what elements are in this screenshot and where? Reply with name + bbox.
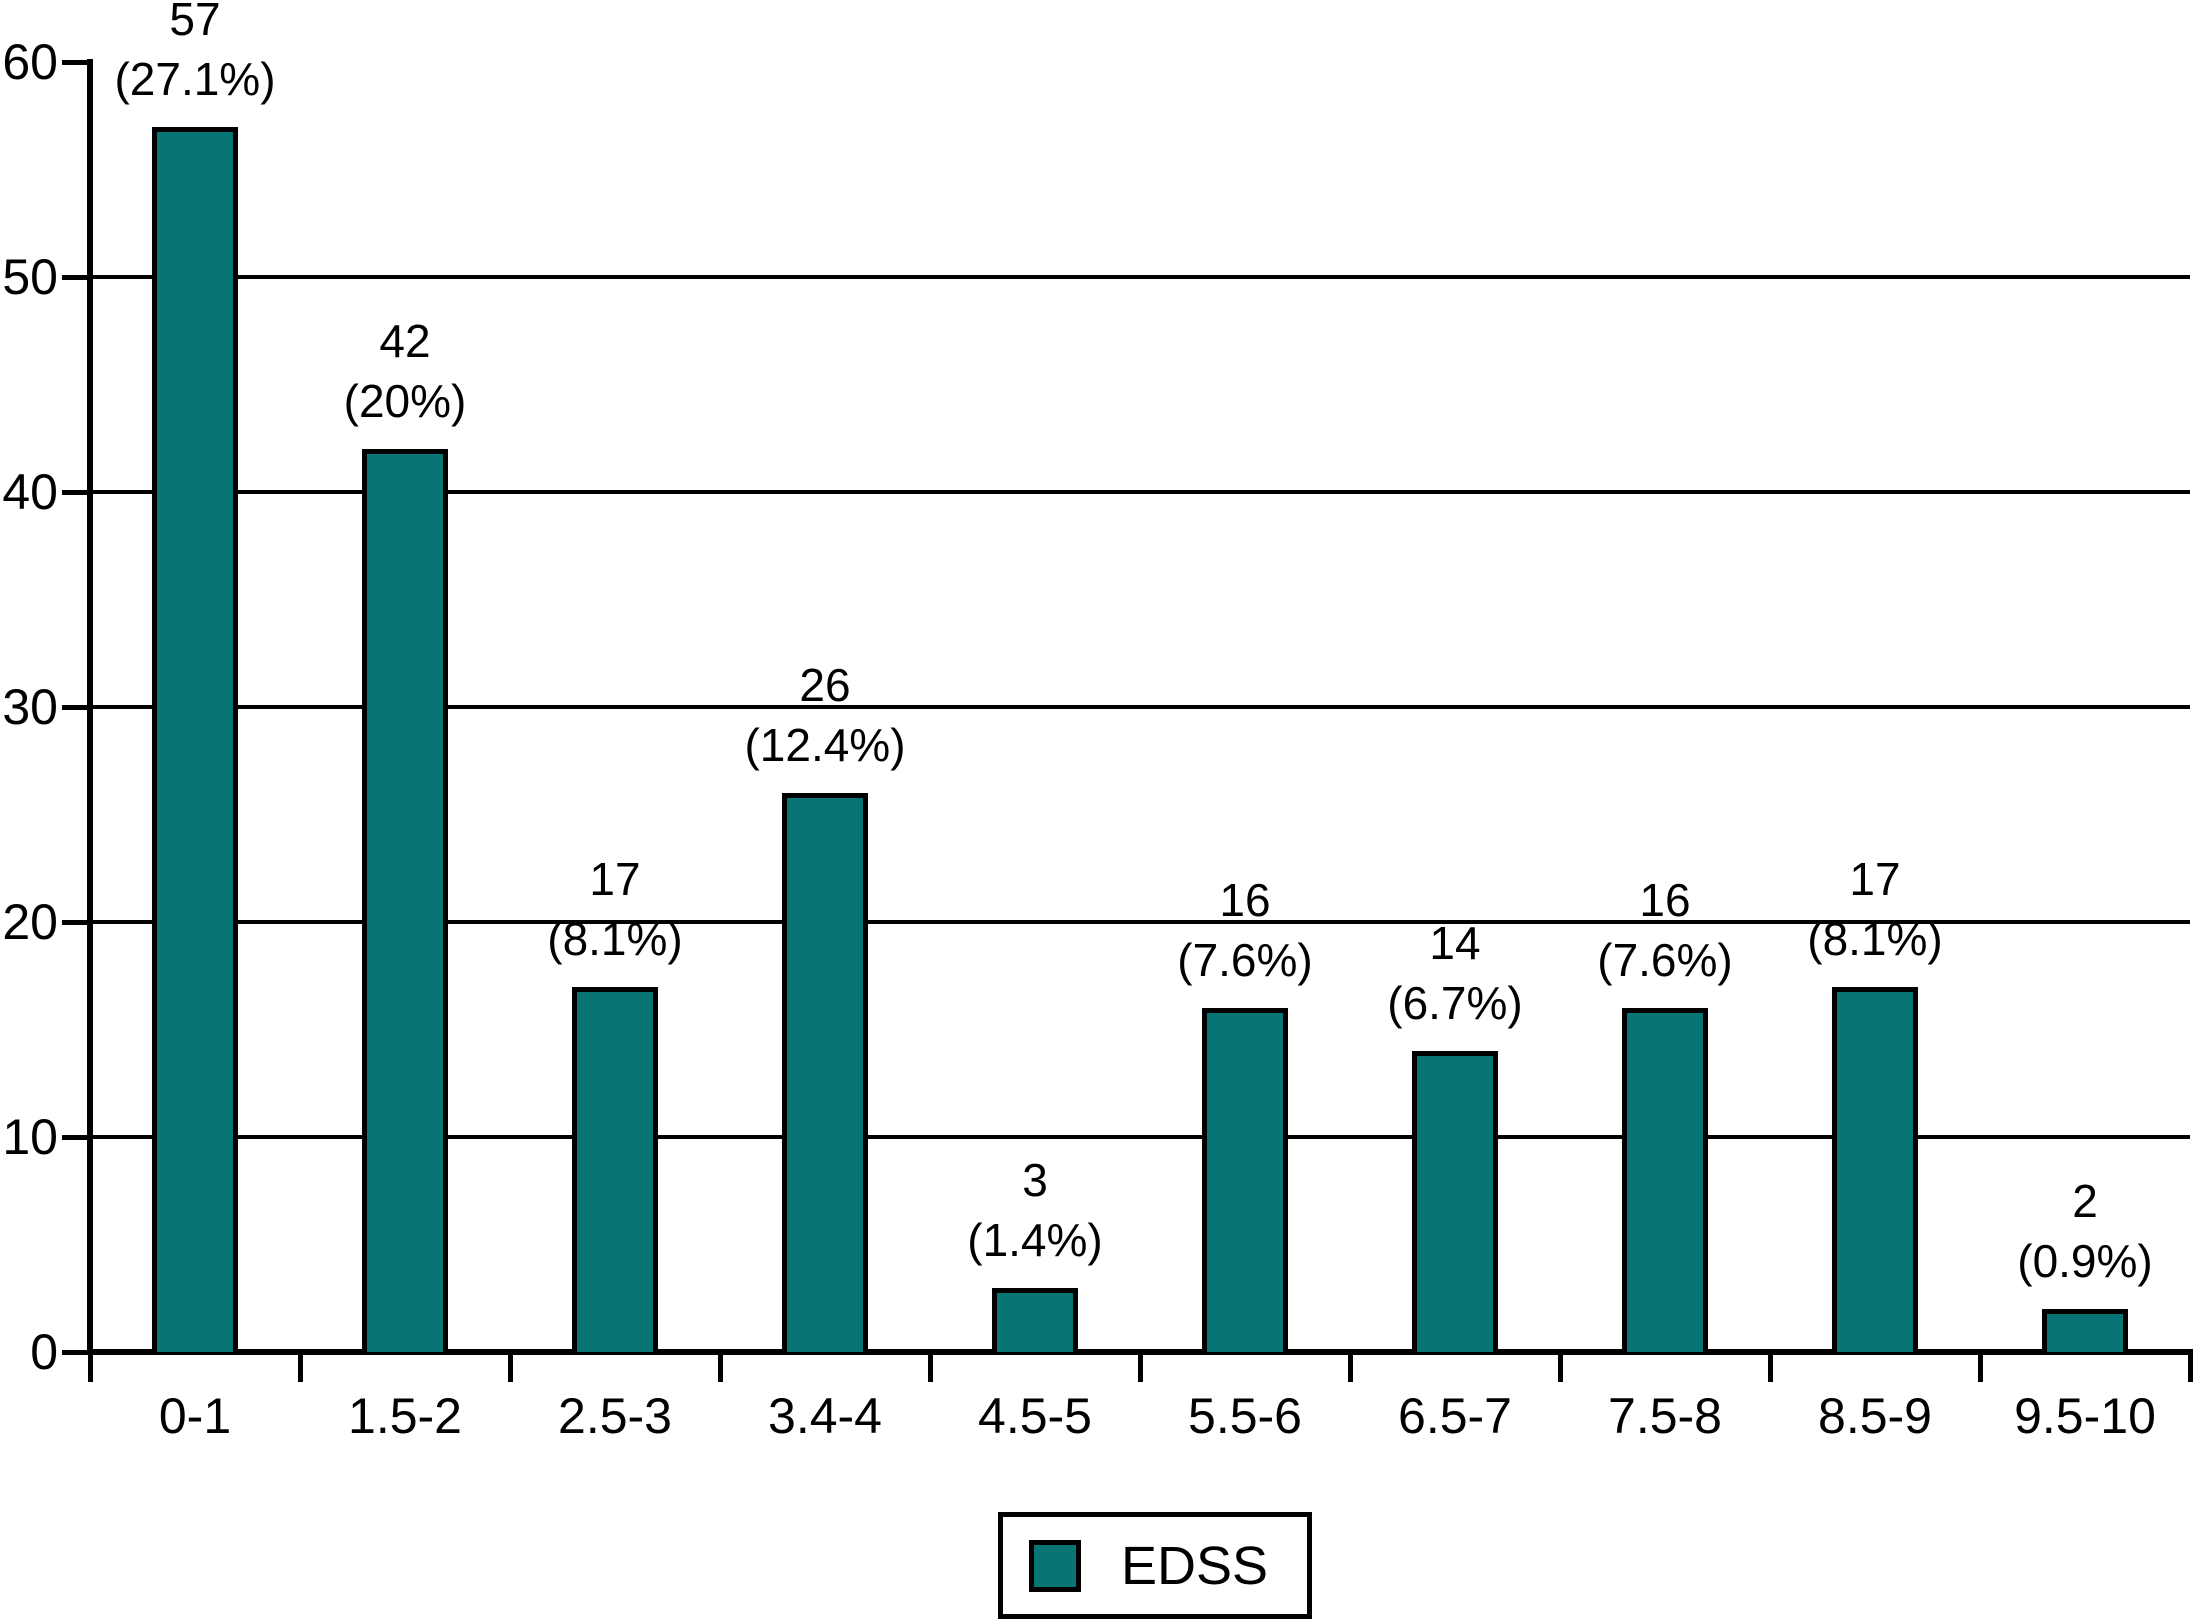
gridline-10 xyxy=(90,1135,2190,1139)
y-tick-30 xyxy=(62,704,90,710)
x-tick-10 xyxy=(2187,1352,2193,1382)
x-category-label-8.5-9: 8.5-9 xyxy=(1818,1388,1932,1444)
y-tick-50 xyxy=(62,274,90,280)
x-tick-7 xyxy=(1557,1352,1563,1382)
bar-percent-label: (27.1%) xyxy=(114,52,276,105)
y-tick-label-10: 10 xyxy=(2,1109,58,1165)
y-tick-label-0: 0 xyxy=(30,1324,58,1380)
x-tick-2 xyxy=(507,1352,513,1382)
bar-0-1 xyxy=(152,126,238,1352)
x-category-label-5.5-6: 5.5-6 xyxy=(1188,1388,1302,1444)
legend-swatch-edss xyxy=(1029,1539,1081,1592)
bar-count-label: 17 xyxy=(1849,852,1901,905)
y-tick-60 xyxy=(62,59,90,65)
bar-1.5-2 xyxy=(362,449,448,1352)
bar-5.5-6 xyxy=(1202,1008,1288,1352)
bar-percent-label: (6.7%) xyxy=(1387,977,1523,1029)
gridline-20 xyxy=(90,920,2190,924)
x-category-label-3.4-4: 3.4-4 xyxy=(768,1388,882,1444)
bar-label-6.5-7: 14 (6.7%) xyxy=(1295,913,1615,1033)
y-tick-label-50: 50 xyxy=(2,249,58,305)
bar-count-label: 14 xyxy=(1429,917,1481,969)
x-category-label-0-1: 0-1 xyxy=(158,1388,232,1444)
bar-count-label: 17 xyxy=(589,852,641,905)
bar-percent-label: (8.1%) xyxy=(1807,912,1943,965)
x-tick-4 xyxy=(927,1352,933,1382)
x-tick-8 xyxy=(1767,1352,1773,1382)
gridline-30 xyxy=(90,705,2190,709)
bar-count-label: 42 xyxy=(379,315,431,367)
y-tick-label-40: 40 xyxy=(2,464,58,520)
bar-percent-label: (0.9%) xyxy=(2017,1235,2153,1287)
bar-7.5-8 xyxy=(1622,1008,1708,1352)
bar-label-8.5-9: 17 (8.1%) xyxy=(1715,849,2035,969)
x-tick-9 xyxy=(1977,1352,1983,1382)
x-category-label-7.5-8: 7.5-8 xyxy=(1608,1388,1722,1444)
bar-percent-label: (7.6%) xyxy=(1177,934,1313,986)
x-tick-5 xyxy=(1137,1352,1143,1382)
bar-count-label: 16 xyxy=(1219,874,1271,926)
bar-4.5-5 xyxy=(992,1287,1078,1352)
bar-8.5-9 xyxy=(1832,986,1918,1352)
bar-count-label: 57 xyxy=(169,0,221,45)
x-category-label-1.5-2: 1.5-2 xyxy=(348,1388,462,1444)
y-tick-10 xyxy=(62,1134,90,1140)
bar-label-9.5-10: 2 (0.9%) xyxy=(1925,1171,2202,1291)
bar-label-5.5-6: 16 (7.6%) xyxy=(1085,870,1405,990)
x-category-label-4.5-5: 4.5-5 xyxy=(978,1388,1092,1444)
y-axis xyxy=(87,59,93,1355)
x-category-label-2.5-3: 2.5-3 xyxy=(558,1388,672,1444)
y-tick-label-60: 60 xyxy=(2,34,58,90)
legend: EDSS xyxy=(998,1512,1312,1619)
x-tick-1 xyxy=(297,1352,303,1382)
bar-percent-label: (20%) xyxy=(343,375,467,427)
y-tick-40 xyxy=(62,489,90,495)
y-tick-0 xyxy=(62,1349,90,1355)
bar-label-3.4-4: 26 (12.4%) xyxy=(665,655,985,775)
bar-percent-label: (1.4%) xyxy=(967,1213,1103,1266)
bar-count-label: 2 xyxy=(2072,1175,2098,1227)
y-tick-20 xyxy=(62,919,90,925)
y-tick-label-30: 30 xyxy=(2,679,58,735)
bar-label-2.5-3: 17 (8.1%) xyxy=(455,849,775,969)
bar-9.5-10 xyxy=(2042,1309,2128,1352)
x-category-label-6.5-7: 6.5-7 xyxy=(1398,1388,1512,1444)
bar-2.5-3 xyxy=(572,986,658,1352)
x-tick-6 xyxy=(1347,1352,1353,1382)
bar-count-label: 26 xyxy=(799,659,851,711)
gridline-40 xyxy=(90,490,2190,494)
bar-percent-label: (8.1%) xyxy=(547,912,683,965)
gridline-50 xyxy=(90,275,2190,279)
bar-6.5-7 xyxy=(1412,1051,1498,1352)
bar-label-0-1: 57 (27.1%) xyxy=(35,0,355,109)
bar-count-label: 16 xyxy=(1639,874,1691,926)
y-tick-label-20: 20 xyxy=(2,894,58,950)
bar-3.4-4 xyxy=(782,793,868,1352)
x-tick-0 xyxy=(87,1352,93,1382)
bar-label-1.5-2: 42 (20%) xyxy=(245,311,565,431)
legend-label-edss: EDSS xyxy=(1121,1535,1269,1596)
bar-label-7.5-8: 16 (7.6%) xyxy=(1505,870,1825,990)
bar-percent-label: (12.4%) xyxy=(744,719,906,771)
x-tick-3 xyxy=(717,1352,723,1382)
bar-percent-label: (7.6%) xyxy=(1597,934,1733,986)
x-category-label-9.5-10: 9.5-10 xyxy=(2014,1388,2156,1444)
bar-count-label: 3 xyxy=(1022,1153,1048,1206)
bar-label-4.5-5: 3 (1.4%) xyxy=(875,1150,1195,1270)
